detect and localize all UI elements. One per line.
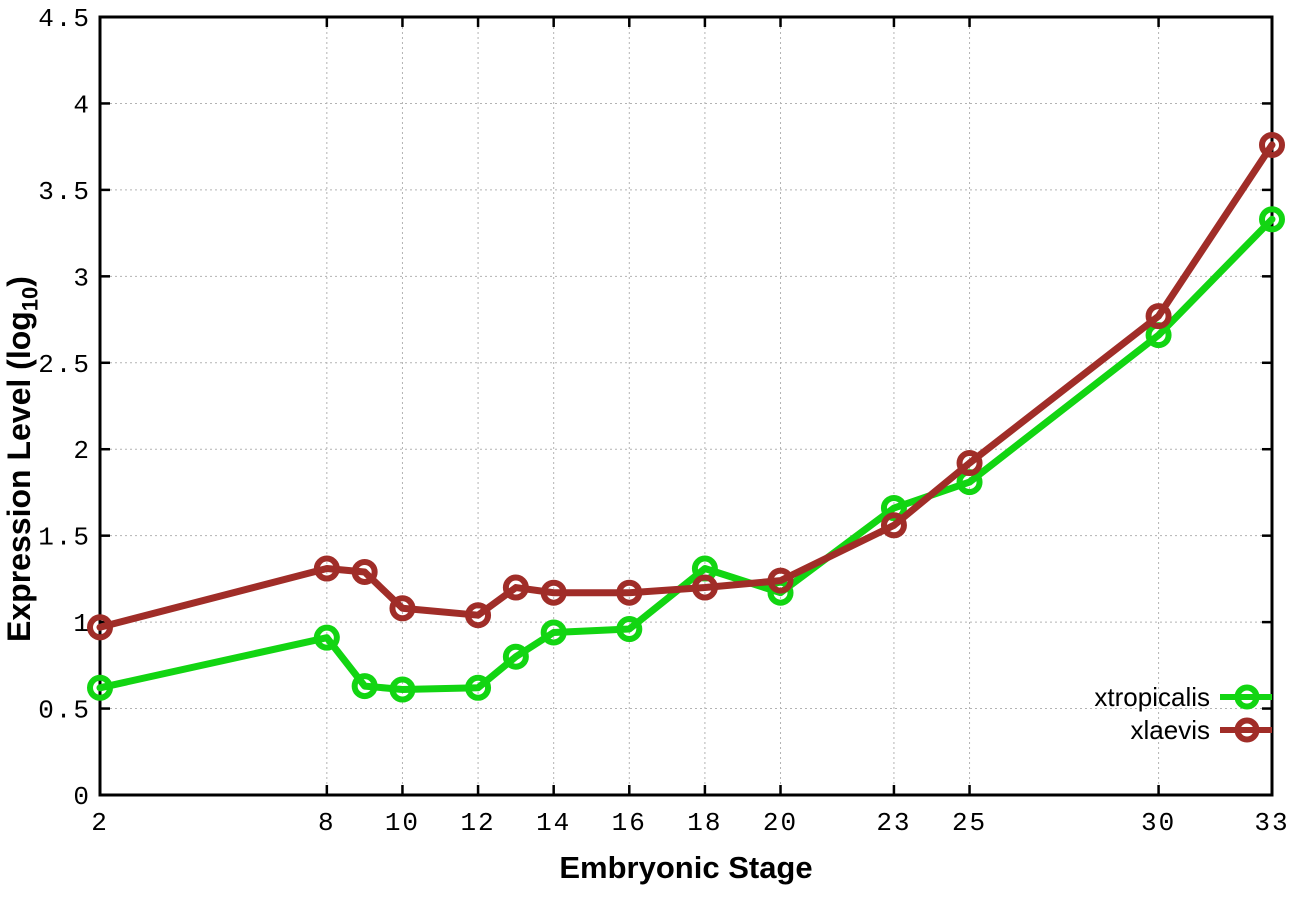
y-tick-label: 4 xyxy=(73,90,91,120)
x-tick-label: 12 xyxy=(460,808,495,838)
y-tick-label: 2.5 xyxy=(38,350,91,380)
x-tick-label: 18 xyxy=(687,808,722,838)
y-axis-title-close: ) xyxy=(1,276,37,287)
legend-item-xlaevis: xlaevis xyxy=(1131,714,1272,746)
data-point-marker-xtropicalis xyxy=(1259,206,1285,233)
data-point-marker-xlaevis xyxy=(956,450,983,477)
x-tick-label: 33 xyxy=(1254,808,1289,838)
data-point-marker-xtropicalis xyxy=(616,616,643,643)
legend-label-xlaevis: xlaevis xyxy=(1130,715,1210,745)
x-tick-label: 8 xyxy=(318,808,336,838)
data-point-marker-xlaevis xyxy=(313,555,340,582)
data-point-marker-xlaevis xyxy=(880,512,907,539)
data-point-marker-xlaevis xyxy=(465,602,492,629)
data-point-marker-xtropicalis xyxy=(502,643,529,670)
x-axis-title: Embryonic Stage xyxy=(559,850,813,885)
legend-sample-xtropicalis-icon xyxy=(1220,684,1272,710)
y-axis-title: Expression Level (log10) xyxy=(1,209,43,709)
x-tick-label: 30 xyxy=(1141,808,1176,838)
data-point-marker-xlaevis xyxy=(540,579,567,606)
y-tick-label: 0 xyxy=(73,782,91,812)
data-point-marker-xlaevis xyxy=(1259,131,1285,158)
y-tick-label: 0.5 xyxy=(38,696,91,726)
y-tick-label: 1.5 xyxy=(38,523,91,553)
data-point-marker-xlaevis xyxy=(502,574,529,601)
data-point-marker-xtropicalis xyxy=(351,673,378,700)
series-line-xtropicalis xyxy=(96,215,1276,694)
x-tick-label: 16 xyxy=(612,808,647,838)
y-axis-title-subscript: 10 xyxy=(17,286,43,312)
data-point-marker-xlaevis xyxy=(767,567,794,594)
y-tick-label: 1 xyxy=(73,609,91,639)
x-tick-label: 14 xyxy=(536,808,571,838)
data-point-marker-xlaevis xyxy=(691,574,718,601)
y-tick-label: 4.5 xyxy=(38,4,91,34)
x-tick-label: 23 xyxy=(876,808,911,838)
data-point-marker-xtropicalis xyxy=(313,624,340,651)
x-tick-label: 2 xyxy=(91,808,109,838)
y-tick-label: 3.5 xyxy=(38,177,91,207)
data-point-marker-xtropicalis xyxy=(389,676,416,703)
legend: xtropicalis xlaevis xyxy=(1094,681,1272,746)
data-point-marker-xtropicalis xyxy=(87,674,113,701)
data-point-marker-xlaevis xyxy=(389,595,416,622)
data-point-marker-xlaevis xyxy=(616,579,643,606)
plot-border xyxy=(98,15,1274,797)
legend-sample-xlaevis-icon xyxy=(1220,717,1272,743)
data-point-marker-xlaevis xyxy=(1145,303,1172,330)
x-tick-label: 10 xyxy=(385,808,420,838)
legend-item-xtropicalis: xtropicalis xyxy=(1094,681,1272,713)
x-tick-label: 25 xyxy=(952,808,987,838)
data-point-marker-xtropicalis xyxy=(465,674,492,701)
y-tick-label: 2 xyxy=(73,436,91,466)
x-tick-label: 20 xyxy=(763,808,798,838)
y-axis-title-text: Expression Level (log xyxy=(1,311,37,642)
y-tick-label: 3 xyxy=(73,263,91,293)
data-point-marker-xlaevis xyxy=(87,614,113,641)
data-point-marker-xlaevis xyxy=(351,558,378,585)
data-point-marker-xtropicalis xyxy=(540,619,567,646)
legend-label-xtropicalis: xtropicalis xyxy=(1094,682,1210,712)
